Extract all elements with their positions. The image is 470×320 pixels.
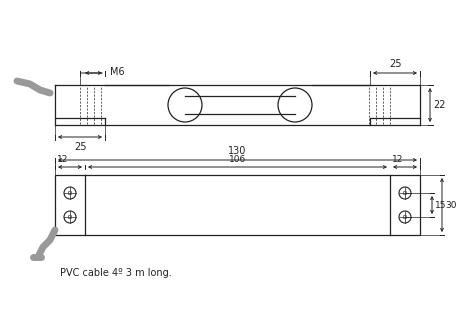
Text: 15: 15 [435, 201, 446, 210]
Text: 130: 130 [228, 146, 247, 156]
Bar [55, 175, 420, 235]
Text: PVC cable 4º 3 m long.: PVC cable 4º 3 m long. [60, 268, 172, 278]
Text: 25: 25 [389, 59, 401, 69]
Text: 25: 25 [74, 142, 86, 152]
Text: 22: 22 [433, 100, 446, 110]
Text: 106: 106 [229, 155, 246, 164]
Text: 12: 12 [392, 155, 403, 164]
Text: M6: M6 [110, 67, 125, 77]
Text: 12: 12 [57, 155, 68, 164]
Text: 30: 30 [445, 201, 456, 210]
